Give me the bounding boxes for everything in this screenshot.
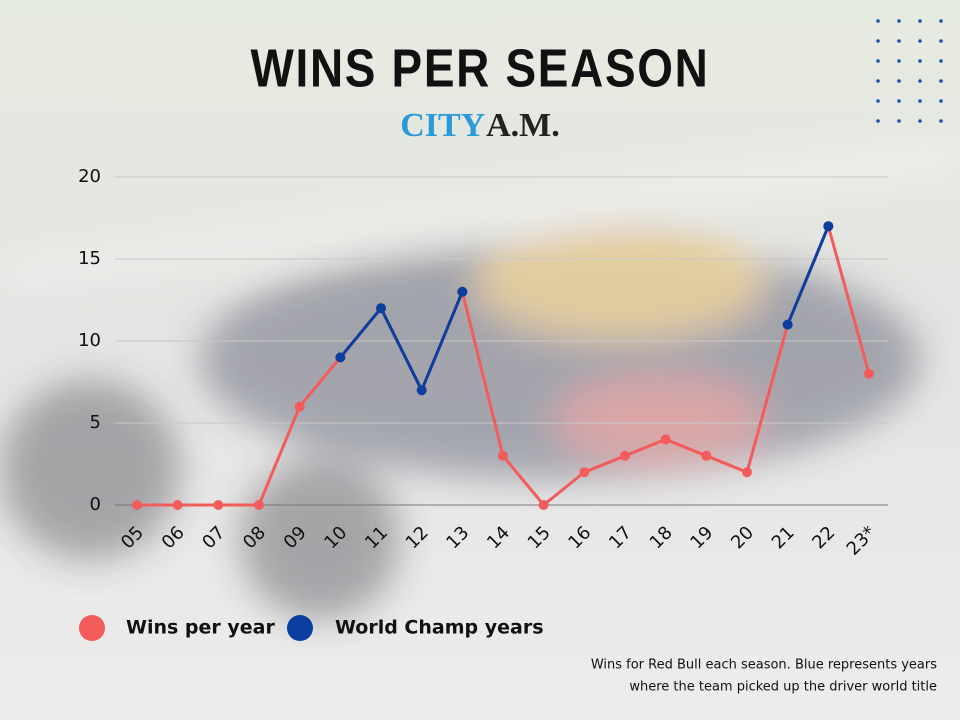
- data-point: [457, 286, 468, 297]
- data-point: [823, 221, 834, 232]
- legend-label: Wins per year: [126, 617, 275, 639]
- y-tick-label: 5: [90, 412, 101, 433]
- y-tick-label: 0: [90, 494, 101, 515]
- decor-dot: [939, 119, 943, 123]
- chart-title: WINS PER SEASON: [250, 38, 709, 98]
- note: Wins for Red Bull each season. Blue repr…: [591, 658, 937, 673]
- decor-dot: [918, 79, 922, 83]
- decor-dot: [918, 19, 922, 23]
- note: where the team picked up the driver worl…: [629, 680, 937, 695]
- decor-dot: [897, 119, 901, 123]
- decor-dot: [918, 39, 922, 43]
- decor-dot: [897, 59, 901, 63]
- decor-dot: [876, 79, 880, 83]
- y-tick-label: 10: [78, 330, 101, 351]
- legend-swatch: [79, 615, 105, 641]
- data-point: [172, 500, 183, 510]
- decor-dots: [876, 19, 943, 123]
- y-tick-label: 20: [78, 166, 101, 187]
- series-line: [786, 225, 830, 326]
- decor-dot: [939, 99, 943, 103]
- legend-label: World Champ years: [335, 617, 544, 639]
- data-point: [132, 500, 142, 510]
- decor-dot: [897, 19, 901, 23]
- data-point: [538, 500, 549, 510]
- data-point: [376, 303, 386, 314]
- decor-dot: [876, 59, 880, 63]
- data-point: [416, 385, 427, 396]
- decor-dot: [876, 99, 880, 103]
- decor-dot: [876, 19, 880, 23]
- data-point: [864, 368, 874, 379]
- decor-dot: [876, 39, 880, 43]
- decor-dot: [918, 59, 922, 63]
- data-point: [782, 319, 793, 330]
- decor-dot: [897, 79, 901, 83]
- data-point: [660, 434, 671, 445]
- data-point: [742, 467, 752, 478]
- decor-dot: [939, 59, 943, 63]
- logo-am: A.M.: [486, 107, 560, 144]
- y-tick-label: 15: [78, 248, 101, 269]
- decor-dot: [939, 19, 943, 23]
- background-photo: [0, 140, 960, 620]
- decor-dot: [897, 39, 901, 43]
- series-line: [339, 291, 464, 392]
- decor-dot: [897, 99, 901, 103]
- decor-dot: [918, 99, 922, 103]
- decor-dot: [939, 39, 943, 43]
- data-point: [335, 352, 346, 363]
- legend-swatch: [287, 615, 313, 641]
- decor-dot: [876, 119, 880, 123]
- data-point: [701, 450, 712, 461]
- data-point: [213, 500, 224, 510]
- logo-city: CITY: [400, 107, 484, 144]
- data-point: [294, 401, 305, 412]
- logo: CITY A.M.: [400, 107, 560, 144]
- decor-dot: [939, 79, 943, 83]
- legend: Wins per year World Champ years: [79, 615, 544, 641]
- decor-dot: [918, 119, 922, 123]
- data-point: [498, 450, 508, 461]
- data-point: [254, 500, 264, 510]
- data-point: [620, 450, 630, 461]
- data-point: [579, 467, 590, 478]
